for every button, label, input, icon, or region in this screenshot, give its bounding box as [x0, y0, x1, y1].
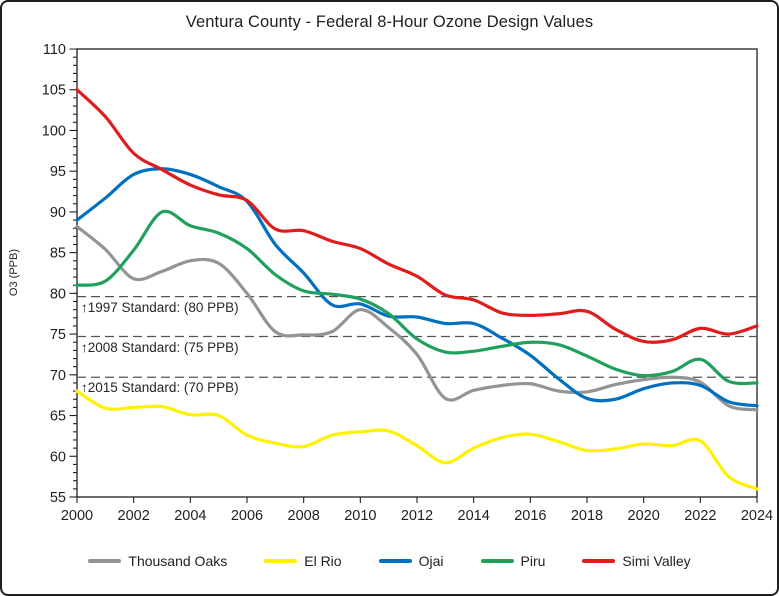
svg-text:2008: 2008 — [288, 508, 320, 524]
legend-item-el-rio: El Rio — [264, 553, 342, 569]
svg-text:2014: 2014 — [458, 508, 490, 524]
legend-label: Thousand Oaks — [128, 553, 228, 569]
svg-text:100: 100 — [42, 123, 66, 139]
svg-text:70: 70 — [50, 368, 66, 384]
legend-label: Piru — [520, 553, 546, 569]
piru-line-swatch — [480, 559, 514, 563]
standard-annotation-2015: ↑2015 Standard: (70 PPB) — [81, 380, 239, 396]
svg-text:75: 75 — [50, 327, 66, 343]
svg-text:110: 110 — [43, 42, 66, 58]
legend-label: Simi Valley — [622, 553, 691, 569]
thousand-oaks-line-swatch — [88, 559, 122, 563]
svg-text:2018: 2018 — [571, 508, 603, 524]
svg-text:55: 55 — [50, 490, 66, 506]
standard-annotation-2008: ↑2008 Standard: (75 PPB) — [81, 339, 239, 355]
svg-text:2004: 2004 — [174, 508, 206, 524]
chart-title: Ventura County - Federal 8-Hour Ozone De… — [185, 13, 594, 31]
svg-text:2024: 2024 — [741, 508, 773, 524]
legend-label: Ojai — [418, 553, 444, 569]
svg-text:2002: 2002 — [118, 508, 150, 524]
svg-text:65: 65 — [50, 409, 66, 425]
legend-item-piru: Piru — [480, 553, 546, 569]
legend-item-ojai: Ojai — [378, 553, 444, 569]
svg-text:60: 60 — [50, 449, 66, 465]
svg-text:2016: 2016 — [514, 508, 546, 524]
svg-text:2020: 2020 — [628, 508, 660, 524]
simi-valley-line-swatch — [582, 559, 616, 563]
svg-text:85: 85 — [50, 246, 66, 262]
svg-text:2010: 2010 — [344, 508, 376, 524]
svg-text:105: 105 — [42, 83, 66, 99]
svg-text:95: 95 — [50, 164, 66, 180]
el-rio-line-swatch — [264, 559, 298, 563]
svg-text:90: 90 — [50, 205, 66, 221]
legend-item-simi-valley: Simi Valley — [582, 553, 691, 569]
chart-legend: Thousand Oaks El Rio Ojai Piru Simi Vall… — [2, 553, 777, 569]
svg-text:2012: 2012 — [401, 508, 433, 524]
svg-text:2022: 2022 — [684, 508, 716, 524]
legend-label: El Rio — [304, 553, 342, 569]
svg-text:80: 80 — [50, 286, 66, 302]
svg-text:2006: 2006 — [231, 508, 263, 524]
legend-item-thousand-oaks: Thousand Oaks — [88, 553, 227, 569]
standard-annotation-1997: ↑1997 Standard: (80 PPB) — [81, 299, 239, 315]
svg-text:2000: 2000 — [61, 508, 93, 524]
ojai-line-swatch — [378, 559, 412, 563]
